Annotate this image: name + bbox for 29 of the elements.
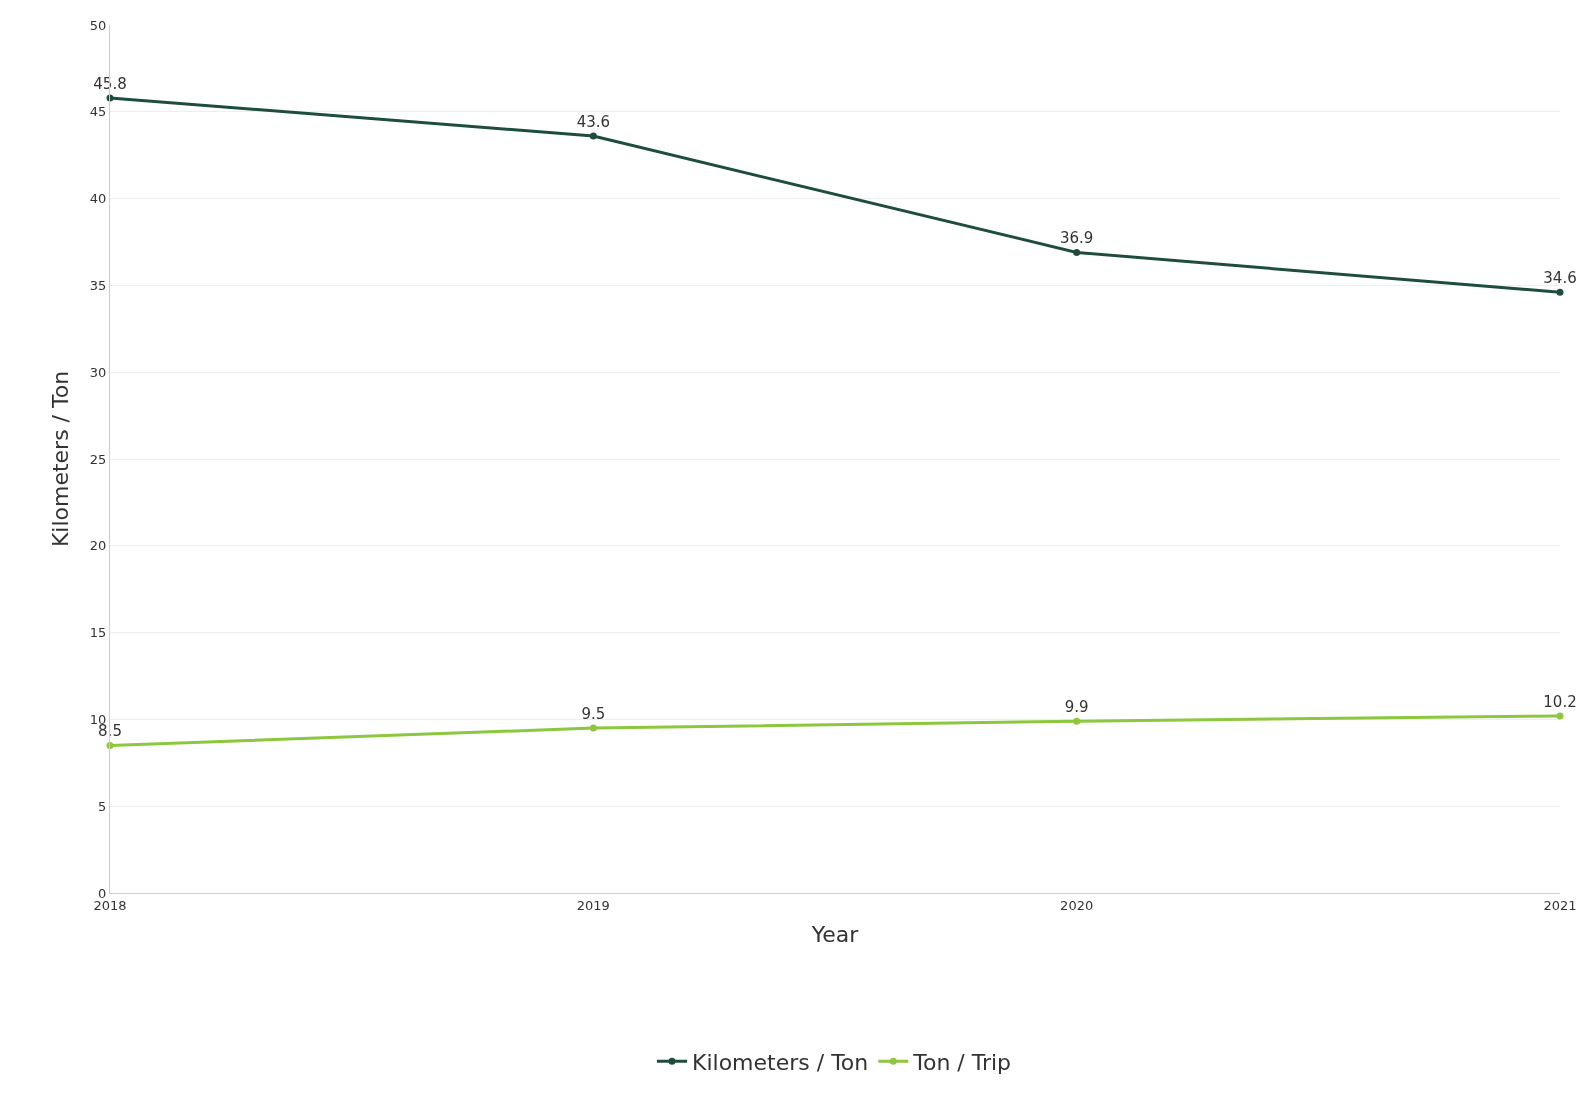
data-label: 43.6 [576, 112, 611, 131]
x-tick-label: 2021 [1543, 897, 1577, 913]
y-tick-label: 10 [89, 711, 107, 727]
point [1073, 717, 1081, 725]
data-label: 34.6 [1543, 269, 1577, 288]
x-tick-label: 2020 [1060, 897, 1094, 913]
point [1073, 248, 1081, 256]
y-tick-label: 50 [89, 17, 107, 33]
x-axis-title: Year [810, 922, 860, 948]
y-tick-label: 40 [89, 191, 107, 207]
point [1556, 712, 1564, 720]
data-label: 9.5 [581, 704, 606, 723]
y-tick-label: 20 [89, 538, 107, 554]
y-tick-label: 25 [89, 451, 107, 467]
y-tick-label: 5 [98, 798, 107, 814]
point [589, 132, 597, 140]
y-tick-label: 15 [89, 625, 107, 641]
y-tick-label: 45 [89, 104, 107, 120]
y-axis-title: Kilometers / Ton [47, 370, 73, 548]
legend-label: Kilometers / Ton [692, 1049, 869, 1075]
data-label: 9.9 [1064, 698, 1089, 717]
data-label: 36.9 [1059, 229, 1094, 248]
legend-label: Ton / Trip [912, 1049, 1012, 1075]
x-tick-label: 2019 [576, 897, 610, 913]
point [1556, 288, 1564, 296]
y-tick-label: 35 [89, 277, 107, 293]
data-label: 10.2 [1543, 692, 1577, 711]
y-tick-label: 30 [89, 364, 107, 380]
point [589, 724, 597, 732]
